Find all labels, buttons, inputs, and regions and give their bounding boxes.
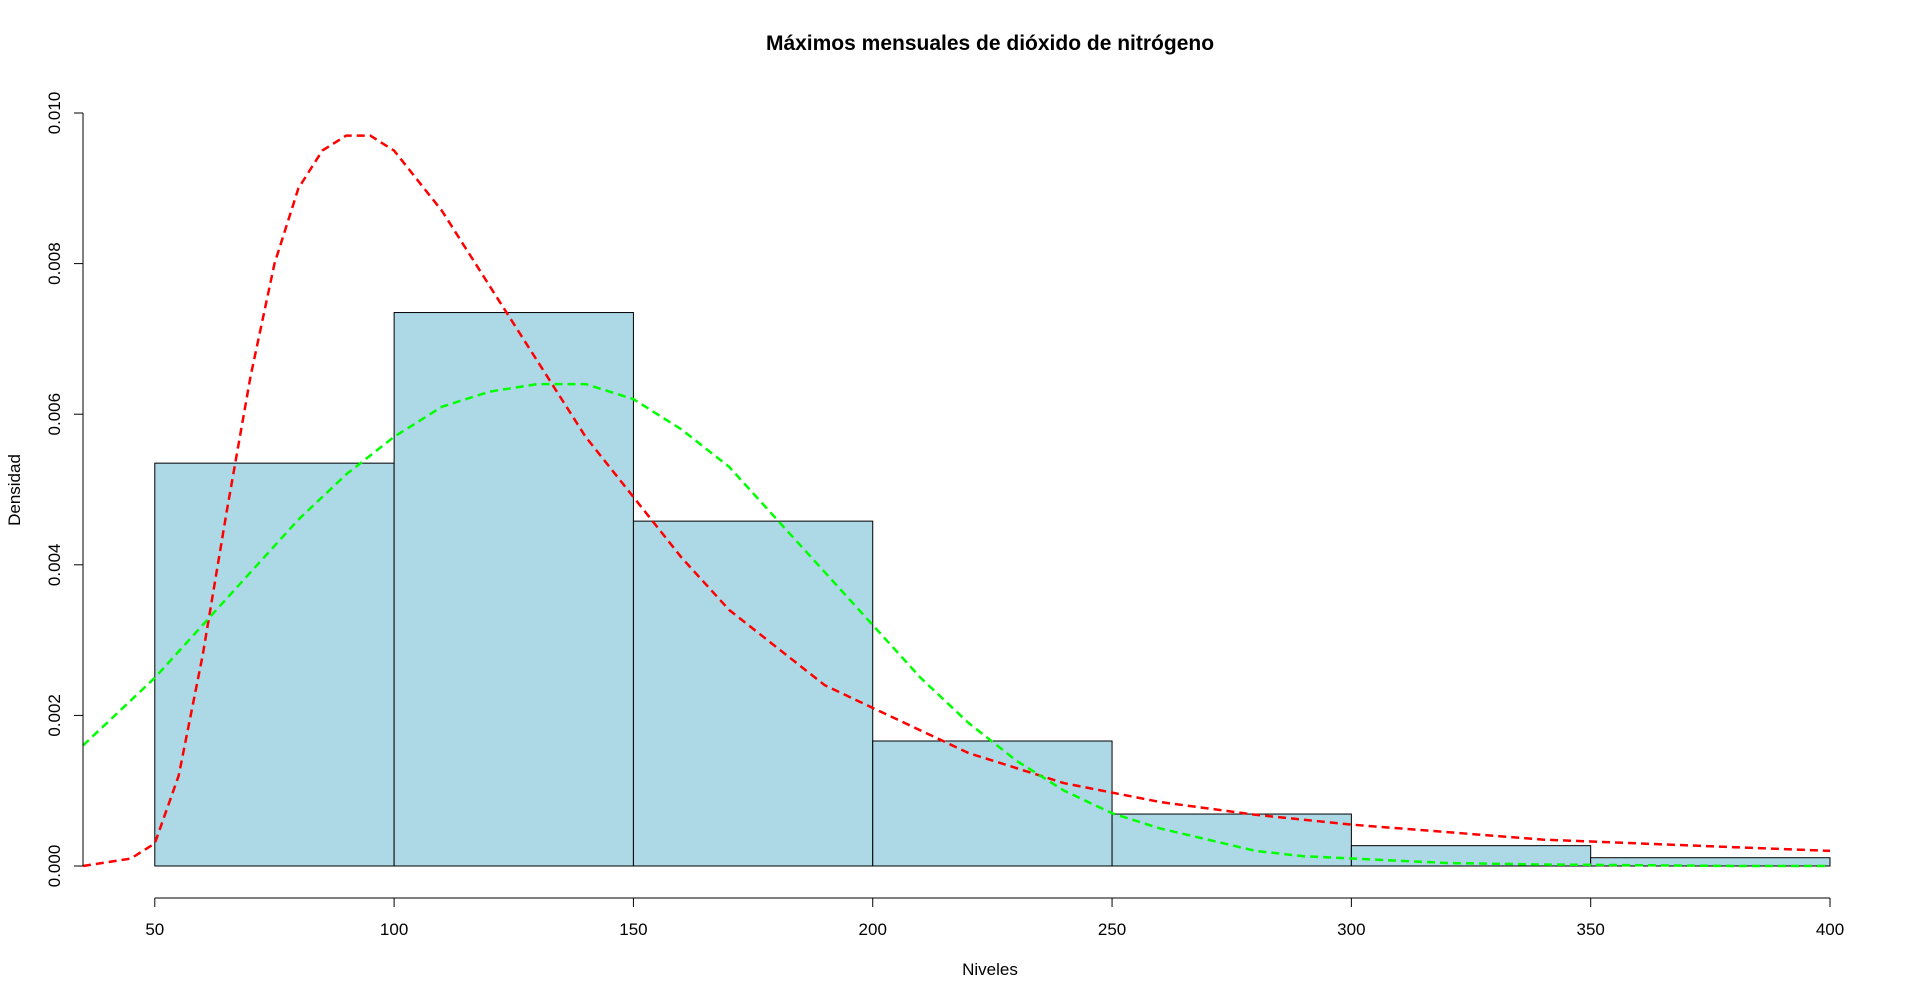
histogram-bar-2	[632, 520, 874, 867]
x-tick-label: 300	[1337, 920, 1365, 939]
x-tick-label: 250	[1098, 920, 1126, 939]
chart-title: Máximos mensuales de dióxido de nitrógen…	[766, 32, 1214, 55]
density-curve-1	[82, 382, 1830, 868]
histogram-bar-1	[393, 312, 634, 867]
x-tick-label: 100	[380, 920, 408, 939]
density-curve-0	[82, 134, 1831, 868]
histogram-bar-6	[1590, 857, 1831, 867]
x-tick-label: 400	[1816, 920, 1844, 939]
histogram-bars	[154, 312, 1831, 867]
y-tick-label: 0.006	[45, 393, 64, 436]
y-tick-label: 0.000	[45, 845, 64, 888]
x-axis: 50 100 150 200 250 300 350 400	[145, 897, 1844, 939]
y-tick-label: 0.004	[45, 544, 64, 587]
x-tick-label: 200	[859, 920, 887, 939]
y-axis: 0.000 0.002 0.004 0.006 0.008 0.010	[45, 92, 84, 888]
y-tick-label: 0.002	[45, 694, 64, 737]
x-tick-label: 350	[1576, 920, 1604, 939]
histogram-bar-4	[1111, 813, 1352, 867]
x-axis-label: Niveles	[962, 960, 1018, 979]
density-curves	[82, 134, 1831, 868]
histogram-bar-0	[154, 462, 395, 867]
x-tick-label: 150	[619, 920, 647, 939]
y-tick-label: 0.010	[45, 92, 64, 135]
x-tick-label: 50	[145, 920, 164, 939]
histogram-bar-5	[1350, 845, 1592, 867]
y-tick-label: 0.008	[45, 242, 64, 285]
y-axis-label: Densidad	[5, 454, 24, 526]
